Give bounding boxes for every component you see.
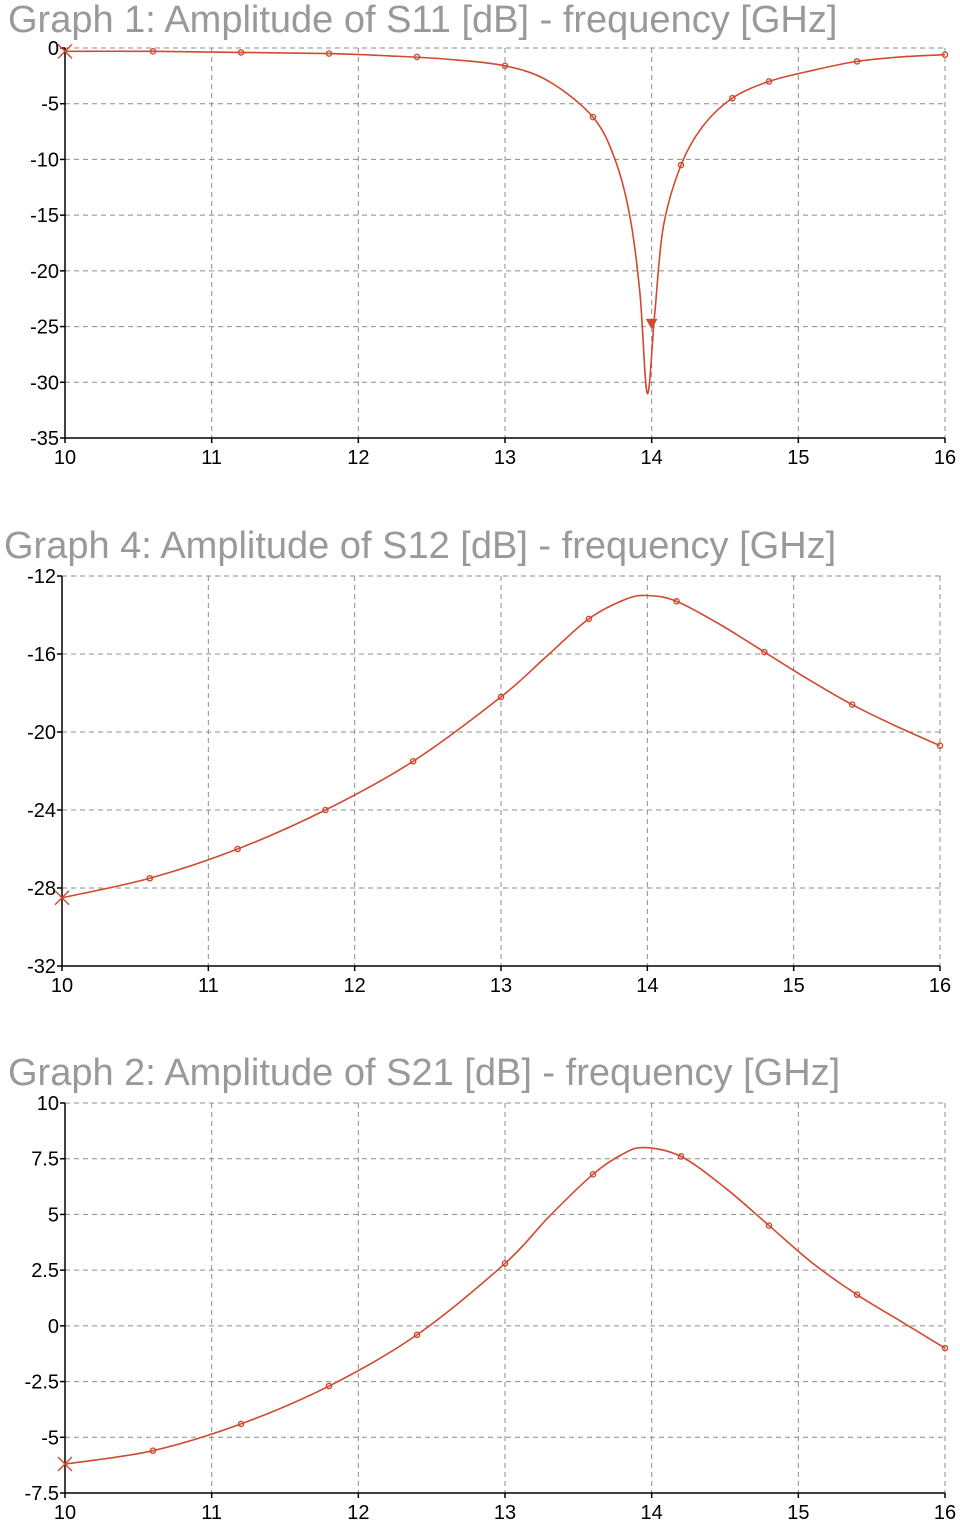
y-tick-label: -30	[30, 372, 59, 394]
data-point-marker	[589, 1171, 597, 1178]
data-point-marker	[409, 757, 417, 765]
chart-s21: Graph 2: Amplitude of S21 [dB] - frequen…	[8, 1052, 956, 1520]
data-point-marker	[941, 51, 949, 58]
y-tick-label: -35	[30, 428, 59, 450]
data-point-marker	[761, 648, 768, 656]
data-point-marker	[325, 1382, 333, 1390]
start-cross-marker	[54, 890, 70, 906]
x-tick-label: 10	[54, 1502, 76, 1520]
y-tick-label: -12	[27, 566, 56, 588]
y-tick-label: 0	[48, 38, 59, 60]
data-point-marker	[765, 78, 773, 85]
chart-title: Graph 2: Amplitude of S21 [dB] - frequen…	[8, 1052, 840, 1094]
start-cross-marker	[57, 1456, 73, 1472]
y-tick-label: -28	[27, 878, 56, 900]
y-tick-label: -20	[30, 261, 59, 283]
data-point-marker	[765, 1222, 773, 1229]
data-point-marker	[149, 48, 157, 55]
data-point-marker	[936, 742, 944, 749]
data-point-marker	[677, 1153, 685, 1160]
x-tick-label: 11	[201, 447, 222, 469]
data-point-marker	[677, 161, 685, 169]
data-point-marker	[497, 693, 505, 701]
data-point-marker	[501, 62, 509, 70]
x-tick-label: 13	[494, 447, 516, 469]
y-tick-label: -20	[27, 722, 56, 744]
x-tick-label: 14	[636, 975, 658, 997]
data-point-marker	[729, 94, 736, 102]
data-point-marker	[237, 1420, 245, 1428]
x-tick-label: 13	[490, 975, 512, 997]
x-tick-label: 12	[347, 447, 369, 469]
data-point-marker	[853, 58, 861, 65]
data-point-marker	[848, 701, 856, 709]
y-tick-label: -25	[30, 317, 59, 339]
series-line	[64, 1146, 946, 1465]
x-tick-label: 16	[934, 447, 956, 469]
x-tick-label: 15	[783, 975, 805, 997]
y-tick-label: -10	[30, 149, 59, 171]
chart-title: Graph 1: Amplitude of S11 [dB] - frequen…	[8, 0, 837, 41]
x-tick-label: 16	[934, 1502, 956, 1520]
data-point-marker	[589, 113, 597, 121]
x-tick-label: 15	[787, 447, 809, 469]
x-tick-label: 15	[787, 1502, 809, 1520]
y-tick-label: -7.5	[25, 1483, 59, 1505]
y-tick-label: -2.5	[25, 1372, 59, 1394]
data-point-marker	[237, 49, 245, 56]
y-tick-label: 5	[48, 1204, 59, 1226]
y-tick-label: 0	[48, 1316, 59, 1338]
x-tick-label: 13	[494, 1502, 516, 1520]
y-tick-label: 2.5	[31, 1260, 59, 1282]
chart-s12: Graph 4: Amplitude of S12 [dB] - frequen…	[4, 525, 951, 997]
resonance-triangle-marker	[645, 318, 658, 330]
y-tick-label: -24	[27, 800, 56, 822]
data-point-marker	[149, 1447, 157, 1454]
y-tick-label: -15	[30, 205, 59, 227]
y-tick-label: -5	[41, 94, 59, 116]
data-point-marker	[673, 598, 680, 605]
data-point-marker	[501, 1260, 509, 1267]
y-tick-label: -32	[27, 956, 56, 978]
x-tick-label: 11	[198, 975, 219, 997]
x-tick-label: 14	[641, 1502, 663, 1520]
y-tick-label: -5	[41, 1427, 59, 1449]
x-tick-label: 12	[347, 1502, 369, 1520]
start-cross-marker	[57, 43, 73, 59]
x-tick-label: 10	[51, 975, 73, 997]
x-tick-label: 10	[54, 447, 76, 469]
data-point-marker	[941, 1344, 949, 1352]
data-point-marker	[585, 615, 593, 623]
series-line	[61, 594, 941, 899]
x-tick-label: 12	[344, 975, 366, 997]
data-point-marker	[413, 1331, 421, 1339]
data-point-marker	[234, 845, 241, 853]
data-point-marker	[322, 806, 329, 814]
chart-s11: Graph 1: Amplitude of S11 [dB] - frequen…	[8, 0, 956, 469]
x-tick-label: 14	[641, 447, 663, 469]
data-point-marker	[325, 50, 333, 57]
x-tick-label: 16	[929, 975, 951, 997]
y-tick-label: 10	[37, 1093, 59, 1115]
chart-title: Graph 4: Amplitude of S12 [dB] - frequen…	[4, 525, 836, 567]
y-tick-label: -16	[27, 644, 56, 666]
data-point-marker	[146, 874, 154, 882]
series-line	[64, 50, 946, 395]
data-point-marker	[413, 53, 421, 61]
x-tick-label: 11	[201, 1502, 222, 1520]
y-tick-label: 7.5	[31, 1149, 59, 1171]
data-point-marker	[853, 1291, 861, 1298]
